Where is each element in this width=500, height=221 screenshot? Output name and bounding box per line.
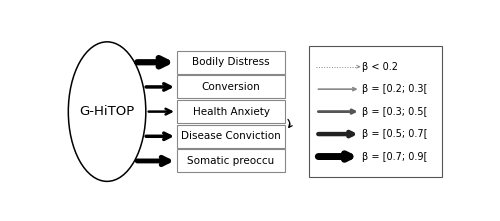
Text: Conversion: Conversion [202,82,260,92]
Bar [177,75,286,98]
Text: Somatic preoccu: Somatic preoccu [188,156,274,166]
Bar [308,46,442,177]
Text: G-HiTOP: G-HiTOP [80,105,134,118]
Text: β = [0.3; 0.5[: β = [0.3; 0.5[ [362,107,428,117]
Text: Bodily Distress: Bodily Distress [192,57,270,67]
Text: β < 0.2: β < 0.2 [362,62,398,72]
Bar [177,100,286,123]
Bar [177,125,286,148]
Text: β = [0.5; 0.7[: β = [0.5; 0.7[ [362,129,428,139]
Bar [177,51,286,74]
Text: β = [0.2; 0.3[: β = [0.2; 0.3[ [362,84,428,94]
Bar [177,149,286,172]
Text: β = [0.7; 0.9[: β = [0.7; 0.9[ [362,152,428,162]
Text: Disease Conviction: Disease Conviction [181,131,281,141]
Text: Health Anxiety: Health Anxiety [192,107,270,117]
